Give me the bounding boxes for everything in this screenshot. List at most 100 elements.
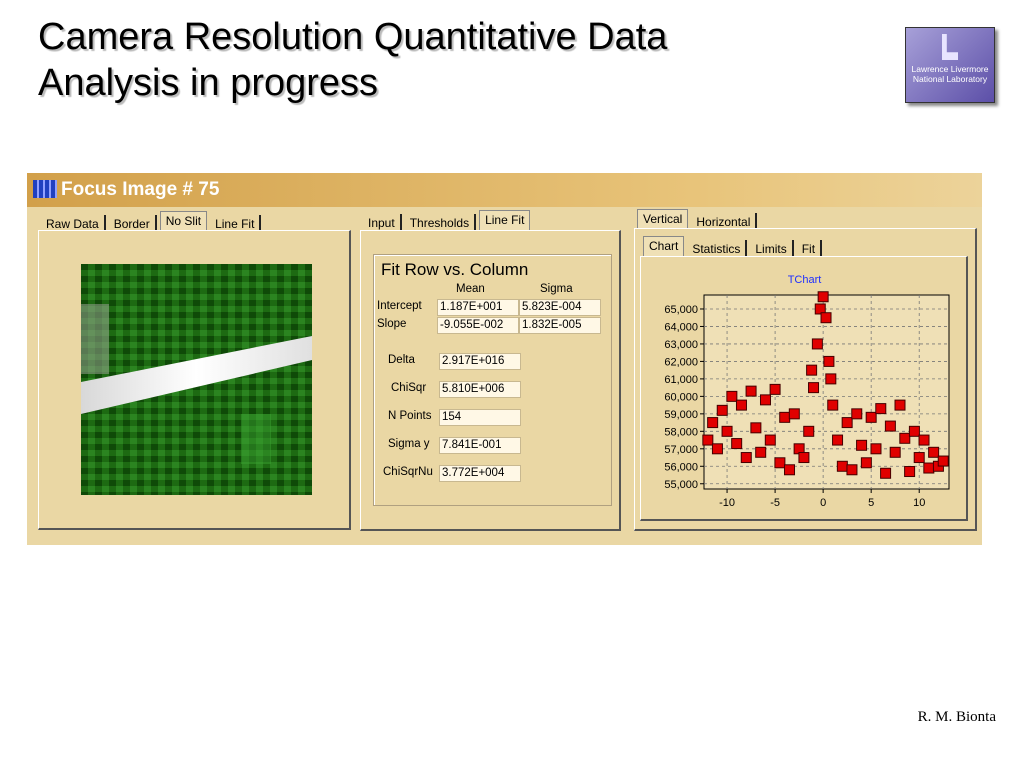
app-window: Focus Image # 75 Raw Data Border No Slit Li… [27, 173, 982, 545]
tab[interactable]: Horizontal [691, 213, 758, 232]
data-point [759, 394, 771, 406]
image-stripe [81, 336, 312, 414]
data-point [856, 439, 868, 451]
focus-image [81, 264, 312, 495]
data-point [928, 446, 940, 458]
panel: Fit Row vs. Column Mean Sigma Intercept 1.1… [360, 230, 621, 531]
chart-panel: TChart 55,000 56,000 57,000 58,000 59,000 60,0… [640, 256, 968, 521]
data-point [755, 446, 767, 458]
data-point [814, 303, 826, 315]
group-title: Fit Row vs. Column [381, 260, 529, 279]
panel: Chart Statistics Limits Fit TChart 55,000 56,… [634, 228, 977, 531]
data-point [832, 434, 844, 446]
tab[interactable]: Limits [750, 240, 794, 259]
tab[interactable]: No Slit [159, 211, 208, 234]
x-tick-label: 10 [913, 497, 925, 509]
data-point [884, 420, 896, 432]
tab[interactable]: Statistics [687, 240, 748, 259]
tab-bar: Input Thresholds Line Fit [363, 210, 533, 233]
tab[interactable]: Line Fit [210, 215, 262, 234]
data-point [899, 432, 911, 444]
data-point [808, 382, 820, 394]
data-point [806, 364, 818, 376]
x-tick-label: -5 [770, 497, 780, 509]
data-point [913, 452, 925, 464]
data-point [735, 399, 747, 411]
data-point [825, 373, 837, 385]
tab[interactable]: Border [108, 215, 157, 234]
image-noise [241, 414, 271, 464]
x-tick-label: 0 [820, 497, 826, 509]
tab[interactable]: Thresholds [404, 214, 477, 233]
value-field: 2.917E+016 [439, 353, 521, 370]
chart-title: TChart [788, 274, 822, 286]
panel [38, 230, 351, 530]
data-point [851, 408, 863, 420]
data-point [880, 467, 892, 479]
slide-title: Camera Resolution Quantitative Data Anal… [38, 14, 667, 106]
data-point [711, 443, 723, 455]
data-point [702, 434, 714, 446]
logo-text: Lawrence Livermore [911, 64, 989, 74]
row-label: Slope [377, 318, 407, 330]
tab-bar: Raw Data Border No Slit Line Fit [41, 211, 264, 234]
data-point [784, 464, 796, 476]
stat-label: ChiSqr [391, 382, 427, 394]
stat-label: ChiSqrNu [383, 466, 433, 478]
tab[interactable]: Chart [643, 236, 685, 259]
tab[interactable]: Fit [796, 240, 823, 259]
image-noise [81, 304, 109, 374]
data-point [827, 399, 839, 411]
tab[interactable]: Raw Data [41, 215, 106, 234]
title-bar: Focus Image # 75 [27, 173, 982, 207]
data-point [726, 390, 738, 402]
fit-group: Fit Row vs. Column Mean Sigma Intercept 1.1… [373, 254, 612, 506]
data-point [731, 438, 743, 450]
logo: Lawrence Livermore National Laboratory [905, 27, 995, 103]
value-field: 1.187E+001 [437, 299, 519, 316]
title-line: Analysis in progress [38, 62, 379, 104]
value-field: 5.823E-004 [519, 299, 601, 316]
data-point [774, 457, 786, 469]
data-point [769, 383, 781, 395]
data-point [823, 355, 835, 367]
stat-label: Sigma y [388, 438, 430, 450]
data-point [889, 446, 901, 458]
value-field: 5.810E+006 [439, 381, 521, 398]
data-point [865, 411, 877, 423]
data-point [923, 462, 935, 474]
value-field: 7.841E-001 [439, 437, 521, 454]
data-point [707, 417, 719, 429]
data-point [875, 403, 887, 415]
y-tick-label: 55,000 [664, 479, 698, 491]
y-tick-label: 64,000 [664, 321, 698, 333]
data-point [779, 411, 791, 423]
value-field: 3.772E+004 [439, 465, 521, 482]
y-tick-label: 65,000 [664, 304, 698, 316]
author: R. M. Bionta [917, 709, 996, 725]
tab-bar: Vertical Horizontal [637, 209, 760, 232]
tab[interactable]: Vertical [637, 209, 689, 232]
y-tick-label: 60,000 [664, 391, 698, 403]
title-line: Camera Resolution Quantitative Data [38, 16, 668, 58]
tab[interactable]: Input [363, 214, 402, 233]
plot-area [703, 294, 950, 490]
data-point [904, 466, 916, 478]
column-header: Mean [456, 283, 485, 295]
y-tick-label: 59,000 [664, 409, 698, 421]
data-point [836, 460, 848, 472]
x-tick-label: -10 [719, 497, 735, 509]
y-tick-label: 62,000 [664, 356, 698, 368]
column-header: Sigma [540, 283, 573, 295]
tab[interactable]: Line Fit [479, 210, 531, 233]
data-point [817, 291, 829, 303]
row-label: Intercept [377, 300, 422, 312]
data-point [803, 425, 815, 437]
y-tick-label: 63,000 [664, 339, 698, 351]
logo-mark [942, 34, 958, 60]
data-point [841, 417, 853, 429]
value-field: 154 [439, 409, 521, 426]
data-point [745, 385, 757, 397]
data-point [918, 434, 930, 446]
